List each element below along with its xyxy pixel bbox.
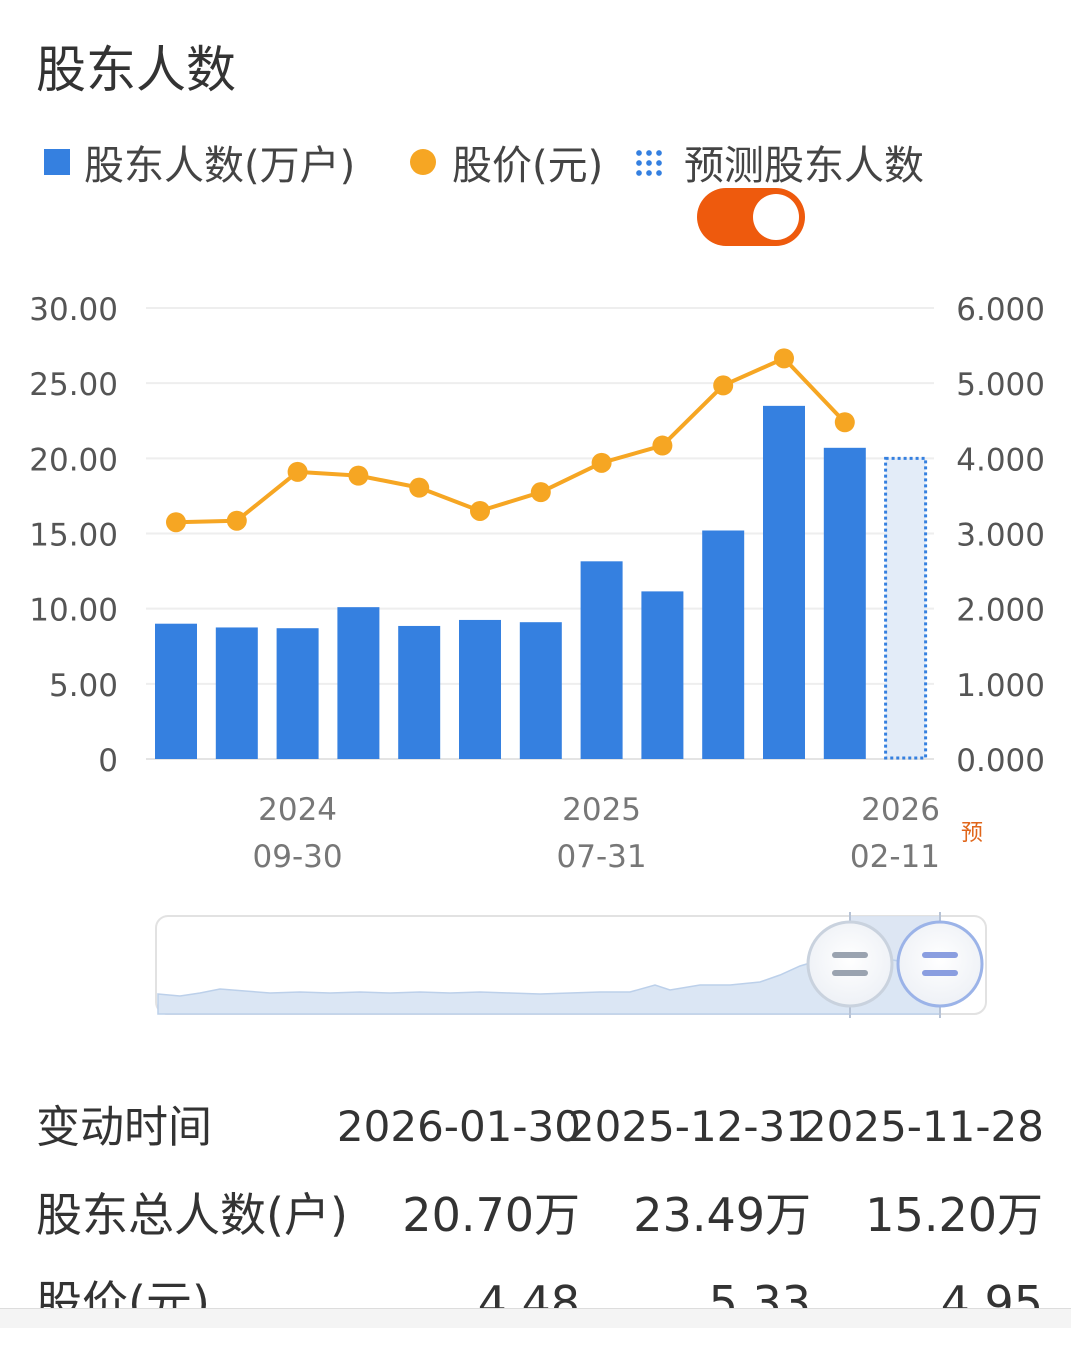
left-axis-tick-label: 0 <box>98 743 118 779</box>
left-axis-tick-label: 15.00 <box>29 518 118 554</box>
right-axis-tick-label: 6.000 <box>956 292 1045 328</box>
price-point <box>834 412 855 433</box>
x-tick-date: 09-30 <box>253 839 343 875</box>
table-row: 股东总人数(户) 20.70万 23.49万 15.20万 <box>0 1192 1071 1272</box>
right-axis-tick-label: 4.000 <box>956 442 1045 478</box>
bar <box>215 627 258 759</box>
bar <box>823 447 866 759</box>
left-axis-tick-label: 20.00 <box>29 442 118 478</box>
bar <box>337 607 380 759</box>
forecast-legend-swatch <box>634 148 662 176</box>
forecast-tag: 预 <box>961 821 983 846</box>
forecast-toggle[interactable] <box>697 188 805 246</box>
left-axis-tick-label: 5.00 <box>49 668 118 704</box>
legend-label-shareholders: 股东人数(万户) <box>84 143 356 189</box>
left-axis-tick-label: 30.00 <box>29 292 118 328</box>
bar <box>276 628 319 759</box>
price-point <box>652 435 673 456</box>
price-point <box>348 465 369 486</box>
navigator-right-handle[interactable] <box>896 912 984 1018</box>
price-point <box>530 482 551 503</box>
bar <box>155 623 197 759</box>
price-point <box>713 375 734 396</box>
legend-label-price: 股价(元) <box>452 143 604 189</box>
x-tick-year: 2025 <box>562 792 641 828</box>
bar <box>763 405 805 759</box>
bar-legend-swatch <box>44 149 70 175</box>
price-point <box>409 477 430 498</box>
forecast-bar <box>884 456 928 760</box>
bar <box>519 622 562 759</box>
row-value: 20.70万 <box>402 1188 580 1242</box>
bottom-navigation-bar <box>0 1308 1071 1328</box>
row-value: 15.20万 <box>865 1188 1043 1242</box>
left-axis-tick-label: 10.00 <box>29 593 118 629</box>
price-point <box>591 452 612 473</box>
x-tick-date: 07-31 <box>557 839 647 875</box>
page-title: 股东人数 <box>36 41 236 99</box>
range-navigator[interactable] <box>0 900 1071 1030</box>
legend-item-price[interactable]: 股价(元) <box>410 134 603 190</box>
legend-item-shareholders[interactable]: 股东人数(万户) <box>44 134 355 190</box>
shareholder-chart: 0 0.000 5.00 1.000 10.00 2.000 15.00 3.000 20.00… <box>29 292 1045 875</box>
bar <box>641 591 684 759</box>
right-axis-tick-label: 2.000 <box>956 593 1045 629</box>
x-tick-year: 2024 <box>258 792 337 828</box>
table-header-row: 变动时间 2026-01-30 2025-12-31 2025-11-28 <box>0 1106 1071 1186</box>
right-axis-tick-label: 1.000 <box>956 668 1045 704</box>
right-axis-tick-label: 0.000 <box>956 743 1045 779</box>
right-axis-tick-label: 3.000 <box>956 518 1045 554</box>
header-date: 2025-11-28 <box>799 1102 1044 1151</box>
x-tick-date: 02-11 <box>850 839 940 875</box>
header-label: 变动时间 <box>36 1102 212 1153</box>
toggle-knob <box>753 194 799 240</box>
price-point <box>774 348 794 369</box>
price-point <box>287 461 308 482</box>
bar <box>459 619 501 759</box>
header-date: 2025-12-31 <box>567 1102 812 1151</box>
row-label: 股东总人数(户) <box>36 1188 348 1242</box>
navigator-left-handle[interactable] <box>806 912 894 1018</box>
legend-item-forecast[interactable]: 预测股东人数 <box>634 134 924 190</box>
price-point <box>470 500 490 521</box>
legend-label-forecast: 预测股东人数 <box>684 143 924 189</box>
bar <box>702 530 745 759</box>
price-line <box>175 356 847 525</box>
price-point <box>166 512 186 533</box>
header-date: 2026-01-30 <box>336 1102 581 1151</box>
row-value: 23.49万 <box>633 1188 811 1242</box>
bar <box>398 625 441 759</box>
x-tick-year: 2026 <box>861 792 940 828</box>
left-axis-tick-label: 25.00 <box>29 367 118 403</box>
price-point <box>226 510 247 531</box>
line-legend-swatch <box>410 149 436 175</box>
right-axis-tick-label: 5.000 <box>956 367 1045 403</box>
bar <box>580 561 623 759</box>
